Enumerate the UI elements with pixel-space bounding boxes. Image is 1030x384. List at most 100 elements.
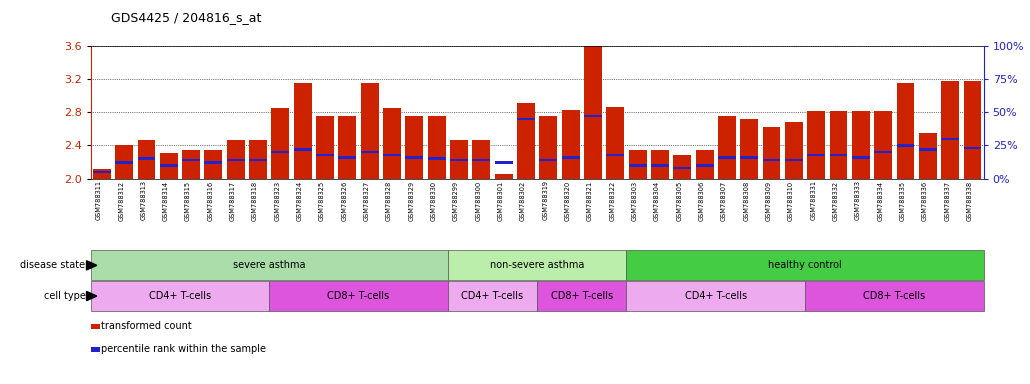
- Bar: [93, 171, 111, 173]
- Text: GSM788313: GSM788313: [140, 180, 146, 220]
- Bar: [360, 151, 379, 153]
- Text: GSM788323: GSM788323: [274, 180, 280, 220]
- Text: GSM788325: GSM788325: [319, 180, 325, 221]
- Text: GDS4425 / 204816_s_at: GDS4425 / 204816_s_at: [111, 12, 262, 25]
- Bar: [896, 83, 915, 179]
- Bar: [383, 108, 401, 179]
- Bar: [874, 151, 892, 153]
- Text: GSM788319: GSM788319: [543, 180, 548, 220]
- Bar: [494, 161, 513, 164]
- Bar: [674, 167, 691, 169]
- Bar: [941, 81, 959, 179]
- Text: transformed count: transformed count: [101, 321, 193, 331]
- Bar: [494, 174, 513, 179]
- Bar: [941, 137, 959, 140]
- Bar: [651, 164, 668, 167]
- Text: GSM788303: GSM788303: [631, 180, 638, 220]
- Text: healthy control: healthy control: [768, 260, 842, 270]
- Bar: [874, 111, 892, 179]
- Bar: [205, 161, 222, 164]
- Text: GSM788321: GSM788321: [587, 180, 593, 220]
- Text: GSM788320: GSM788320: [564, 180, 571, 221]
- Text: GSM788312: GSM788312: [118, 180, 125, 220]
- Bar: [517, 118, 535, 120]
- Bar: [473, 141, 490, 179]
- Text: GSM788322: GSM788322: [610, 180, 615, 221]
- Text: GSM788305: GSM788305: [677, 180, 682, 221]
- Bar: [762, 159, 781, 161]
- Bar: [718, 116, 735, 179]
- Text: GSM788299: GSM788299: [453, 180, 459, 220]
- Text: GSM788301: GSM788301: [497, 180, 504, 220]
- Text: GSM788327: GSM788327: [364, 180, 370, 221]
- Text: GSM788328: GSM788328: [386, 180, 392, 221]
- Text: CD8+ T-cells: CD8+ T-cells: [551, 291, 613, 301]
- Bar: [584, 42, 602, 179]
- Bar: [695, 150, 714, 179]
- Text: severe asthma: severe asthma: [233, 260, 306, 270]
- Bar: [115, 145, 133, 179]
- Bar: [718, 156, 735, 159]
- Bar: [963, 147, 982, 149]
- Bar: [93, 169, 111, 179]
- Text: GSM788309: GSM788309: [765, 180, 771, 220]
- Bar: [517, 103, 535, 179]
- Text: GSM788317: GSM788317: [230, 180, 236, 220]
- Bar: [160, 153, 178, 179]
- Text: GSM788300: GSM788300: [475, 180, 481, 221]
- Bar: [607, 154, 624, 156]
- Bar: [205, 150, 222, 179]
- Bar: [651, 150, 668, 179]
- Text: GSM788304: GSM788304: [654, 180, 660, 221]
- Bar: [427, 116, 446, 179]
- Bar: [182, 150, 200, 179]
- Bar: [427, 157, 446, 160]
- Bar: [473, 159, 490, 161]
- Text: GSM788314: GSM788314: [163, 180, 169, 220]
- Bar: [540, 116, 557, 179]
- Text: cell type: cell type: [43, 291, 85, 301]
- Text: CD8+ T-cells: CD8+ T-cells: [328, 291, 389, 301]
- Bar: [272, 108, 289, 179]
- Bar: [919, 148, 936, 151]
- Text: non-severe asthma: non-severe asthma: [490, 260, 584, 270]
- Text: GSM788338: GSM788338: [966, 180, 972, 220]
- Text: GSM788316: GSM788316: [207, 180, 213, 220]
- Text: GSM788334: GSM788334: [878, 180, 883, 220]
- Bar: [249, 141, 267, 179]
- Bar: [316, 116, 334, 179]
- Text: GSM788329: GSM788329: [408, 180, 414, 220]
- Bar: [383, 154, 401, 156]
- Bar: [628, 164, 647, 167]
- Text: GSM788332: GSM788332: [832, 180, 838, 220]
- Bar: [294, 83, 312, 179]
- Bar: [561, 110, 580, 179]
- Bar: [829, 111, 848, 179]
- Text: GSM788311: GSM788311: [96, 180, 102, 220]
- Bar: [316, 154, 334, 156]
- Bar: [963, 81, 982, 179]
- Bar: [919, 133, 936, 179]
- Text: GSM788336: GSM788336: [922, 180, 928, 220]
- Bar: [360, 83, 379, 179]
- Bar: [227, 141, 245, 179]
- Bar: [249, 159, 267, 161]
- Text: percentile rank within the sample: percentile rank within the sample: [101, 344, 267, 354]
- Text: GSM788308: GSM788308: [744, 180, 749, 221]
- Bar: [808, 154, 825, 156]
- Bar: [227, 159, 245, 161]
- Bar: [561, 156, 580, 159]
- Bar: [852, 111, 869, 179]
- Bar: [138, 157, 156, 160]
- Bar: [674, 156, 691, 179]
- Bar: [852, 156, 869, 159]
- Bar: [294, 148, 312, 151]
- Text: GSM788310: GSM788310: [788, 180, 794, 220]
- Text: CD4+ T-cells: CD4+ T-cells: [685, 291, 747, 301]
- Text: GSM788326: GSM788326: [341, 180, 347, 221]
- Bar: [829, 154, 848, 156]
- Bar: [182, 159, 200, 161]
- Text: CD4+ T-cells: CD4+ T-cells: [149, 291, 211, 301]
- Bar: [762, 127, 781, 179]
- Text: GSM788318: GSM788318: [252, 180, 259, 220]
